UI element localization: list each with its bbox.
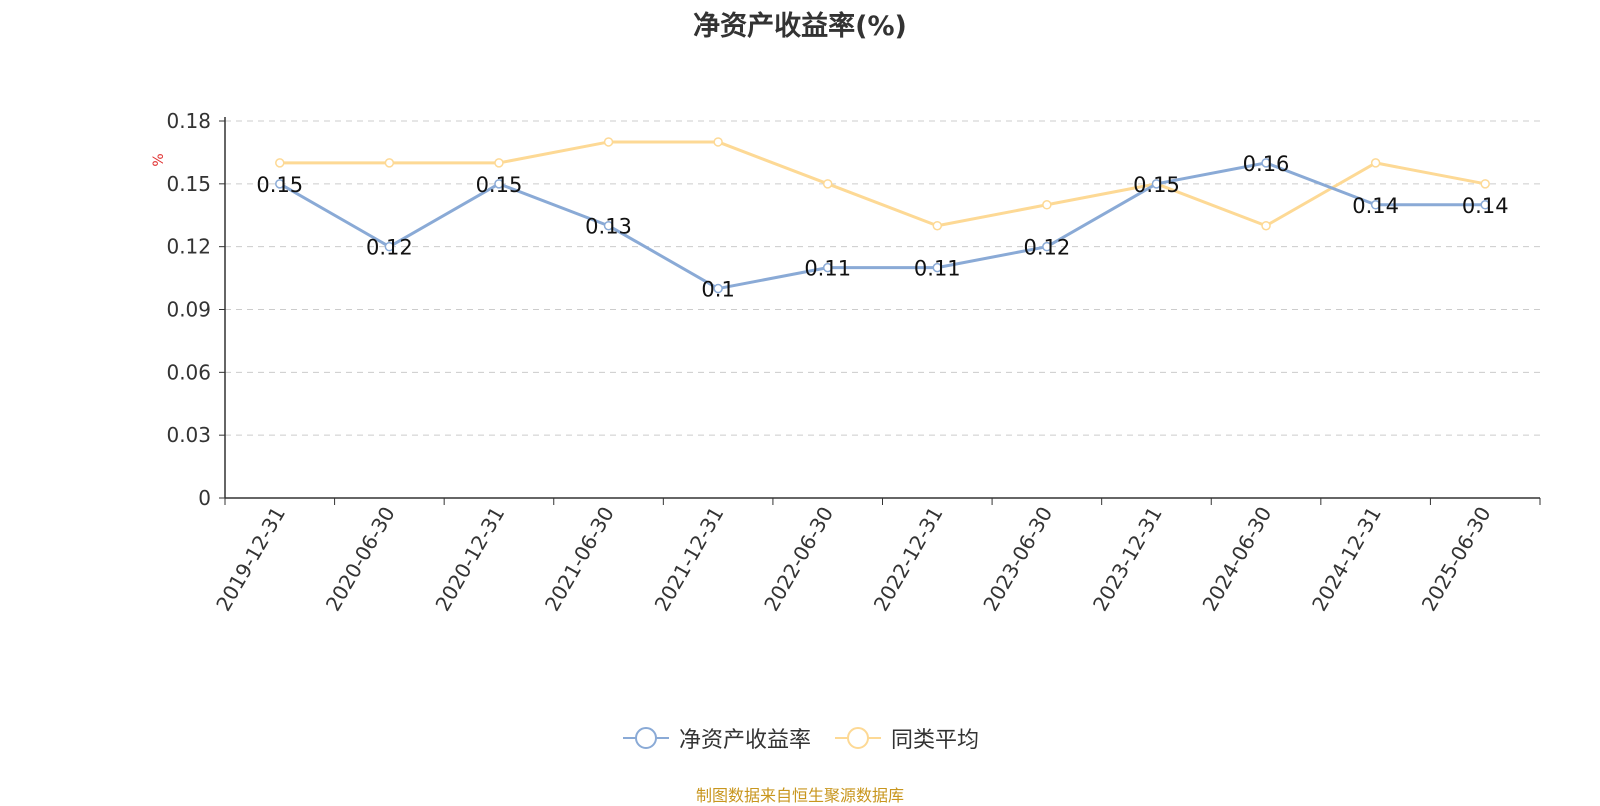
data-point-peer-average <box>1480 179 1490 189</box>
data-labels: 0.15 0.12 0.15 0.13 0.1 0.11 0.11 0.12 0.15 0.16 0… <box>256 152 1508 302</box>
data-point-peer-average <box>1261 220 1271 231</box>
data-point-roe <box>494 179 504 189</box>
data-point-roe <box>1151 179 1162 189</box>
chart-title: 净资产收益率(%) <box>693 11 907 42</box>
y-tick-label: 0.12 <box>166 235 211 259</box>
x-tick-label: 2023-06-30 <box>978 503 1057 616</box>
data-point-roe <box>1042 241 1052 252</box>
data-label-roe: 0.12 <box>366 236 413 260</box>
axes: 0 0.03 0.06 0.09 0.12 0.15 0.18 2019-12-31 2020-… <box>166 109 1541 616</box>
x-tick-label: 2025-06-30 <box>1417 503 1496 616</box>
legend-item-peer-average[interactable]: 同类平均 <box>833 722 979 754</box>
y-tick-label: 0.03 <box>166 423 211 447</box>
data-point-peer-average <box>275 158 285 168</box>
data-label-roe: 0.15 <box>476 173 523 197</box>
data-label-roe: 0.14 <box>1462 194 1509 218</box>
data-point-roe <box>384 241 395 252</box>
data-point-roe <box>1480 200 1490 210</box>
y-tick-label: 0.15 <box>166 172 211 196</box>
legend-label-peer-average: 同类平均 <box>891 728 980 753</box>
y-tick-label: 0.09 <box>166 298 211 322</box>
series-line-roe <box>279 161 1486 291</box>
x-tick-label: 2019-12-31 <box>211 503 290 616</box>
legend: 净资产收益率 同类平均 <box>0 722 1600 754</box>
data-point-peer-average <box>384 158 395 168</box>
x-tick-label: 2024-12-31 <box>1307 503 1386 616</box>
x-tick-label: 2023-12-31 <box>1088 503 1167 616</box>
data-label-roe: 0.16 <box>1243 152 1290 176</box>
data-point-roe <box>713 283 723 294</box>
data-label-roe: 0.14 <box>1352 194 1399 218</box>
data-label-roe: 0.15 <box>256 173 303 197</box>
data-point-roe <box>1370 200 1381 210</box>
data-point-roe <box>275 179 285 189</box>
grid-lines <box>225 120 1540 436</box>
x-tick-label: 2022-12-31 <box>869 503 948 616</box>
data-point-peer-average <box>822 179 833 189</box>
x-tick-label: 2020-12-31 <box>430 503 509 616</box>
legend-marker-roe <box>622 727 669 749</box>
data-point-peer-average <box>603 137 614 147</box>
x-tick-label: 2021-12-31 <box>650 503 729 616</box>
x-tick-label: 2024-06-30 <box>1197 503 1276 616</box>
data-point-peer-average <box>1042 200 1052 210</box>
y-tick-label: 0.18 <box>166 109 211 133</box>
data-point-peer-average <box>1370 158 1381 168</box>
data-point-peer-average <box>713 137 723 147</box>
legend-label-roe: 净资产收益率 <box>678 728 811 753</box>
data-label-roe: 0.12 <box>1023 236 1070 260</box>
series <box>275 137 1490 294</box>
data-point-roe <box>932 262 943 273</box>
data-label-roe: 0.13 <box>585 215 632 239</box>
y-axis-unit-label: % <box>151 153 167 166</box>
data-label-roe: 0.11 <box>914 257 961 281</box>
legend-item-roe[interactable]: 净资产收益率 <box>621 722 811 754</box>
data-label-roe: 0.11 <box>804 257 851 281</box>
data-point-roe <box>603 220 614 231</box>
data-point-peer-average <box>494 158 504 168</box>
legend-marker-peer-average <box>835 727 881 749</box>
data-point-roe <box>1261 158 1271 168</box>
series-line-peer-average <box>279 140 1486 228</box>
x-tick-label: 2020-06-30 <box>321 503 400 616</box>
data-point-roe <box>822 262 833 273</box>
y-tick-label: 0.06 <box>166 360 211 384</box>
source-note: 制图数据来自恒生聚源数据库 <box>695 786 904 805</box>
data-label-roe: 0.1 <box>701 278 734 302</box>
data-point-peer-average <box>932 220 943 231</box>
data-label-roe: 0.15 <box>1133 173 1180 197</box>
y-tick-label: 0 <box>198 486 211 510</box>
x-tick-label: 2022-06-30 <box>759 503 838 616</box>
x-tick-label: 2021-06-30 <box>540 503 619 616</box>
